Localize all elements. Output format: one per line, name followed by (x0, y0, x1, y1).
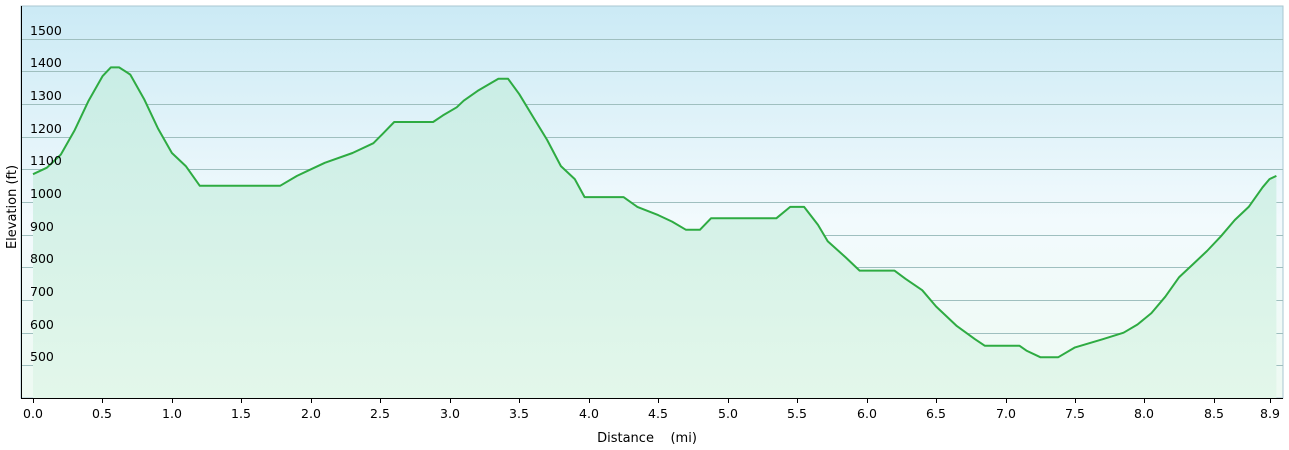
x-tick-label: 5.0 (718, 406, 738, 421)
x-tick-label: 2.5 (370, 406, 390, 421)
x-tick-label: 8.9 (1260, 406, 1280, 421)
x-tick-label: 8.0 (1134, 406, 1154, 421)
x-tick-label: 4.5 (648, 406, 668, 421)
x-tick-label: 4.0 (579, 406, 599, 421)
y-tick-label: 1100 (30, 153, 62, 168)
y-tick-label: 1000 (30, 186, 62, 201)
y-tick-label: 500 (30, 349, 54, 364)
x-tick-label: 2.0 (301, 406, 321, 421)
y-tick-label: 1300 (30, 88, 62, 103)
y-tick-label: 700 (30, 284, 54, 299)
y-tick-label: 1400 (30, 55, 62, 70)
y-tick-label: 900 (30, 219, 54, 234)
x-tick-label: 8.5 (1204, 406, 1224, 421)
y-tick-label: 800 (30, 251, 54, 266)
y-tick-label: 1200 (30, 121, 62, 136)
x-tick-label: 6.5 (926, 406, 946, 421)
x-tick-label: 1.5 (231, 406, 251, 421)
x-tick-label: 7.5 (1065, 406, 1085, 421)
y-tick-label: 600 (30, 317, 54, 332)
x-tick-label: 3.5 (509, 406, 529, 421)
x-tick-label: 6.0 (857, 406, 877, 421)
y-tick-label: 1500 (30, 23, 62, 38)
x-tick-label: 0.5 (92, 406, 112, 421)
elevation-area (33, 67, 1277, 399)
x-tick-label: 0.0 (23, 406, 43, 421)
y-axis-title: Elevation (ft) (5, 165, 20, 249)
x-tick-label: 1.0 (162, 406, 182, 421)
x-tick-label: 7.0 (996, 406, 1016, 421)
x-axis-ticks: 0.0 0.5 1.0 1.5 2.0 2.5 3.0 3.5 4.0 4.5 5.0 5.5 6.0 6… (23, 398, 1280, 421)
x-axis-title: Distance (mi) (597, 431, 697, 446)
x-tick-label: 5.5 (787, 406, 807, 421)
elevation-line (32, 66, 1277, 359)
y-axis-ticks: 500 600 700 800 900 1000 1100 1200 1300 1400 1500 (30, 23, 62, 364)
x-tick-label: 3.0 (440, 406, 460, 421)
